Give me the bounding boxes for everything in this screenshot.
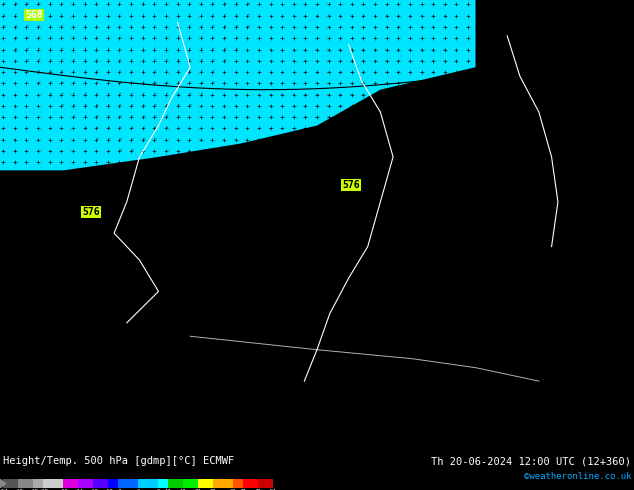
Text: -38: -38 [38, 489, 48, 490]
Bar [198, 479, 213, 488]
Text: -8: -8 [115, 489, 121, 490]
Bar [63, 479, 78, 488]
FancyArrow shape [0, 479, 7, 488]
Text: 576: 576 [342, 180, 360, 190]
Bar [78, 479, 93, 488]
Bar [213, 479, 233, 488]
Text: -24: -24 [73, 489, 83, 490]
Text: 48: 48 [255, 489, 261, 490]
Text: 576: 576 [82, 207, 100, 217]
Text: 42: 42 [240, 489, 246, 490]
Text: ©weatheronline.co.uk: ©weatheronline.co.uk [524, 472, 631, 481]
Bar [158, 479, 168, 488]
Text: Height/Temp. 500 hPa [gdmp][°C] ECMWF: Height/Temp. 500 hPa [gdmp][°C] ECMWF [3, 456, 234, 466]
Text: 54: 54 [269, 489, 276, 490]
Bar [138, 479, 158, 488]
Text: 30: 30 [210, 489, 216, 490]
Text: -12: -12 [103, 489, 113, 490]
Text: 24: 24 [195, 489, 201, 490]
Bar [118, 479, 138, 488]
Text: -54: -54 [0, 489, 8, 490]
Text: -48: -48 [13, 489, 23, 490]
Text: -18: -18 [88, 489, 98, 490]
Text: 38: 38 [230, 489, 236, 490]
Text: -42: -42 [28, 489, 38, 490]
Text: 568: 568 [25, 10, 43, 20]
Bar [3, 479, 18, 488]
Bar [108, 479, 118, 488]
Text: 12: 12 [165, 489, 171, 490]
Polygon shape [0, 0, 476, 171]
Bar [43, 479, 63, 488]
Bar [168, 479, 183, 488]
Text: Th 20-06-2024 12:00 UTC (12+360): Th 20-06-2024 12:00 UTC (12+360) [431, 456, 631, 466]
Text: -30: -30 [58, 489, 68, 490]
Text: 8: 8 [157, 489, 160, 490]
Bar [243, 479, 258, 488]
Text: 0: 0 [136, 489, 139, 490]
Bar [183, 479, 198, 488]
Text: 18: 18 [180, 489, 186, 490]
Bar [233, 479, 243, 488]
Bar [33, 479, 43, 488]
Bar [93, 479, 108, 488]
Bar [18, 479, 33, 488]
Bar [258, 479, 273, 488]
